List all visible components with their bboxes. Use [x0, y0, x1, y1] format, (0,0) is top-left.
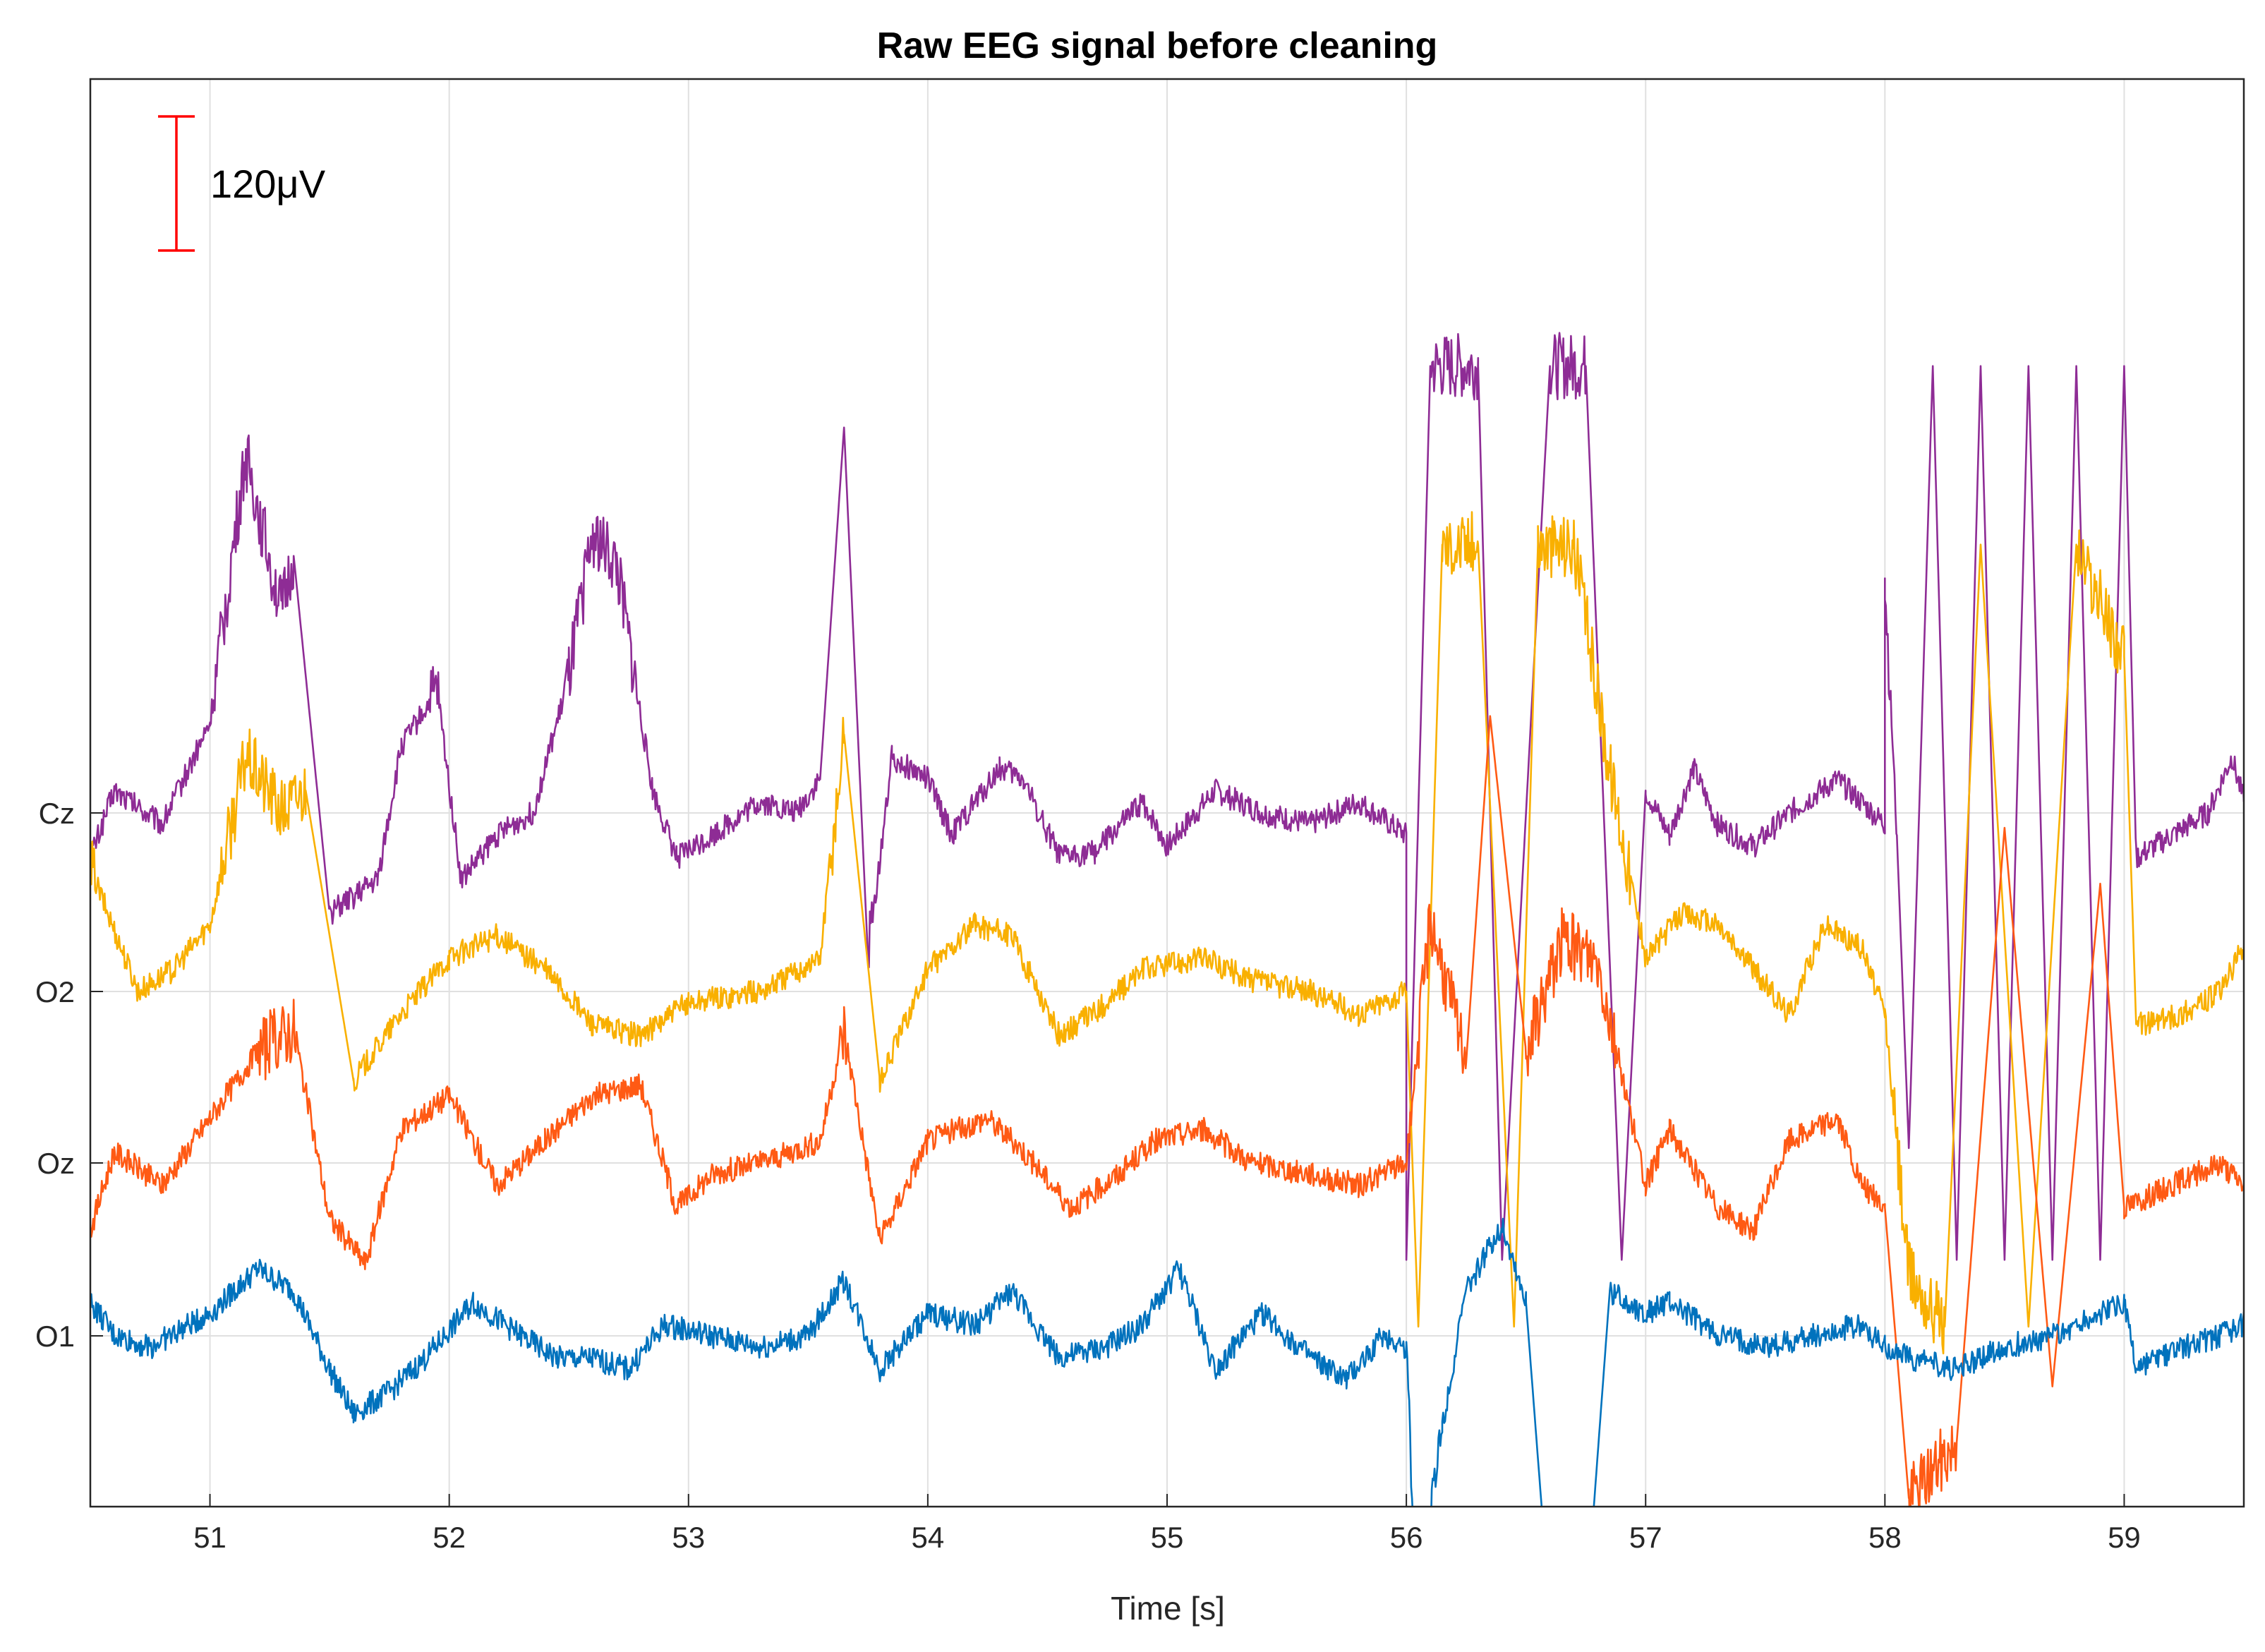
axes-box: [89, 78, 2245, 1508]
x-tick-label: 55: [1151, 1521, 1184, 1554]
channel-label-o1: O1: [35, 1320, 75, 1353]
x-tick-label: 51: [193, 1521, 226, 1554]
x-tick-label: 58: [1868, 1521, 1902, 1554]
signal-trace-o1: [90, 1217, 2244, 1507]
channel-label-oz: Oz: [37, 1147, 75, 1180]
x-tick-label: 53: [672, 1521, 705, 1554]
x-tick-label: 54: [912, 1521, 945, 1554]
x-tick-label: 59: [2108, 1521, 2141, 1554]
channel-label-cz: Cz: [39, 797, 75, 830]
signal-trace-cz: [90, 332, 2244, 1261]
channel-label-o2: O2: [35, 975, 75, 1008]
x-axis-label: Time [s]: [1111, 1590, 1225, 1627]
signal-trace-oz: [90, 715, 2244, 1507]
chart-title: Raw EEG signal before cleaning: [877, 25, 1438, 66]
signal-traces: [90, 332, 2244, 1507]
x-tick-label: 52: [433, 1521, 466, 1554]
x-tick-label: 57: [1629, 1521, 1662, 1554]
signal-trace-o2: [90, 511, 2244, 1355]
x-tick-label: 56: [1390, 1521, 1423, 1554]
scale-bar-label: 120μV: [210, 162, 326, 206]
plot-area: 51 52 53 54 55 56 57 58 59 Cz O2 Oz O1 120μV: [35, 78, 2245, 1554]
